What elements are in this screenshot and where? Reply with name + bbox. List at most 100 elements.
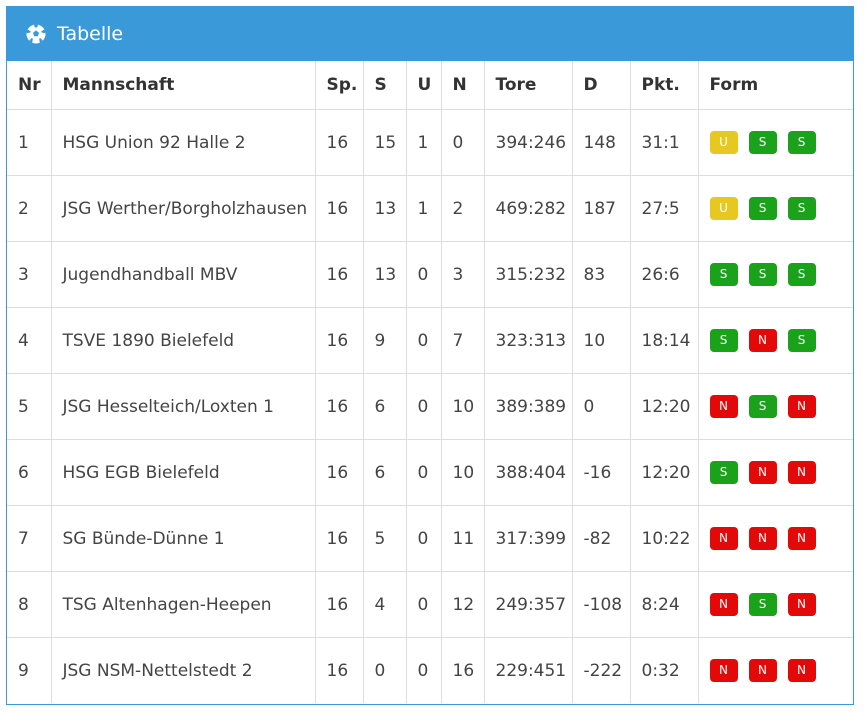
panel-header: Tabelle: [7, 7, 853, 61]
cell-s: 0: [363, 637, 407, 703]
cell-nr: 7: [7, 505, 52, 572]
cell-u: 0: [406, 307, 442, 374]
cell-team[interactable]: SG Bünde-Dünne 1: [51, 505, 316, 572]
form-badge: N: [787, 527, 816, 550]
column-header-pkt[interactable]: Pkt.: [630, 61, 699, 110]
cell-team[interactable]: JSG Hesselteich/Loxten 1: [51, 373, 316, 440]
form-badge: N: [748, 329, 777, 352]
form-badge: S: [787, 197, 816, 220]
cell-s: 4: [363, 571, 407, 638]
column-header-mannschaft[interactable]: Mannschaft: [51, 61, 316, 110]
cell-tore: 229:451: [484, 637, 573, 703]
form-badge: N: [709, 527, 738, 550]
column-header-sp[interactable]: Sp.: [315, 61, 364, 110]
form-badge: N: [787, 593, 816, 616]
cell-pkt: 18:14: [630, 307, 699, 374]
cell-team[interactable]: JSG Werther/Borgholzhausen: [51, 175, 316, 242]
cell-u: 0: [406, 571, 442, 638]
column-header-n[interactable]: N: [441, 61, 485, 110]
cell-u: 0: [406, 439, 442, 506]
form-badge: S: [709, 329, 738, 352]
cell-pkt: 8:24: [630, 571, 699, 638]
form-badge: U: [709, 131, 738, 154]
cell-tore: 317:399: [484, 505, 573, 572]
cell-pkt: 26:6: [630, 241, 699, 308]
table-row: 5 JSG Hesselteich/Loxten 1 16 6 0 10 389:389 0 1…: [7, 373, 853, 440]
cell-pkt: 0:32: [630, 637, 699, 703]
cell-nr: 9: [7, 637, 52, 703]
cell-d: -16: [572, 439, 631, 506]
column-header-s[interactable]: S: [363, 61, 407, 110]
cell-sp: 16: [315, 307, 364, 374]
standings-panel: Tabelle Nr Mannschaft Sp. S U N Tore D P…: [6, 6, 854, 705]
cell-n: 7: [441, 307, 485, 374]
form-badge: S: [787, 263, 816, 286]
cell-tore: 389:389: [484, 373, 573, 440]
form-badge: S: [748, 197, 777, 220]
form-badge: S: [748, 263, 777, 286]
cell-d: 187: [572, 175, 631, 242]
form-badge: N: [709, 659, 738, 682]
cell-tore: 394:246: [484, 109, 573, 176]
cell-n: 16: [441, 637, 485, 703]
cell-nr: 1: [7, 109, 52, 176]
cell-sp: 16: [315, 571, 364, 638]
column-header-d[interactable]: D: [572, 61, 631, 110]
column-header-form: Form: [698, 61, 853, 110]
cell-s: 5: [363, 505, 407, 572]
cell-tore: 469:282: [484, 175, 573, 242]
cell-sp: 16: [315, 439, 364, 506]
column-header-tore[interactable]: Tore: [484, 61, 573, 110]
table-row: 4 TSVE 1890 Bielefeld 16 9 0 7 323:313 10 18:14 S…: [7, 307, 853, 374]
cell-n: 11: [441, 505, 485, 572]
cell-u: 1: [406, 175, 442, 242]
cell-d: -82: [572, 505, 631, 572]
form-badge: S: [748, 593, 777, 616]
cell-u: 1: [406, 109, 442, 176]
form-badge: S: [709, 461, 738, 484]
column-header-u[interactable]: U: [406, 61, 442, 110]
cell-u: 0: [406, 505, 442, 572]
cell-tore: 315:232: [484, 241, 573, 308]
form-badge: N: [748, 461, 777, 484]
cell-team[interactable]: TSVE 1890 Bielefeld: [51, 307, 316, 374]
cell-u: 0: [406, 637, 442, 703]
cell-team[interactable]: HSG Union 92 Halle 2: [51, 109, 316, 176]
table-row: 8 TSG Altenhagen-Heepen 16 4 0 12 249:357 -108 8…: [7, 571, 853, 638]
cell-nr: 6: [7, 439, 52, 506]
cell-n: 12: [441, 571, 485, 638]
cell-s: 13: [363, 241, 407, 308]
table-row: 9 JSG NSM-Nettelstedt 2 16 0 0 16 229:451 -222 0…: [7, 637, 853, 704]
table-row: 6 HSG EGB Bielefeld 16 6 0 10 388:404 -16 12:20 S…: [7, 439, 853, 506]
table-header-row: Nr Mannschaft Sp. S U N Tore D Pkt. Form: [7, 61, 853, 110]
form-badge: N: [748, 527, 777, 550]
cell-s: 15: [363, 109, 407, 176]
cell-team[interactable]: TSG Altenhagen-Heepen: [51, 571, 316, 638]
column-header-nr[interactable]: Nr: [7, 61, 52, 110]
form-badge: N: [787, 395, 816, 418]
form-badge: N: [709, 593, 738, 616]
cell-tore: 388:404: [484, 439, 573, 506]
form-badge: N: [787, 461, 816, 484]
cell-sp: 16: [315, 637, 364, 703]
cell-team[interactable]: Jugendhandball MBV: [51, 241, 316, 308]
form-badge: S: [787, 329, 816, 352]
cell-n: 0: [441, 109, 485, 176]
cell-u: 0: [406, 241, 442, 308]
cell-team[interactable]: HSG EGB Bielefeld: [51, 439, 316, 506]
form-badge: S: [787, 131, 816, 154]
cell-sp: 16: [315, 373, 364, 440]
cell-nr: 4: [7, 307, 52, 374]
cell-team[interactable]: JSG NSM-Nettelstedt 2: [51, 637, 316, 703]
cell-sp: 16: [315, 505, 364, 572]
cell-d: -108: [572, 571, 631, 638]
table-body: 1 HSG Union 92 Halle 2 16 15 1 0 394:246 148 31:…: [7, 109, 853, 704]
cell-pkt: 31:1: [630, 109, 699, 176]
